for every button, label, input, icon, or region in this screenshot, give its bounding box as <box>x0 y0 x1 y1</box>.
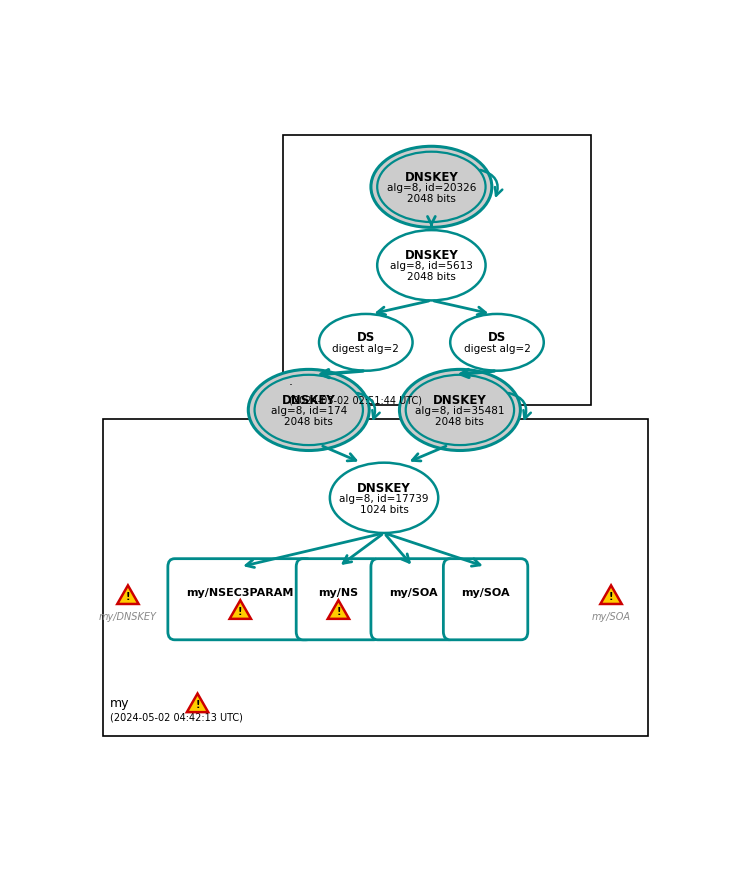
Text: !: ! <box>336 606 341 616</box>
Text: 2048 bits: 2048 bits <box>407 194 456 203</box>
Text: 2048 bits: 2048 bits <box>284 417 333 426</box>
Text: my/NS: my/NS <box>319 588 358 597</box>
Text: my/NSEC3PARAM: my/NSEC3PARAM <box>187 588 294 597</box>
Polygon shape <box>187 694 208 712</box>
Ellipse shape <box>371 147 492 228</box>
Ellipse shape <box>330 463 438 533</box>
Polygon shape <box>601 586 622 604</box>
Text: my/DNSKEY: my/DNSKEY <box>99 611 157 622</box>
Ellipse shape <box>248 370 369 451</box>
Text: my/SOA: my/SOA <box>461 588 510 597</box>
Text: alg=8, id=17739: alg=8, id=17739 <box>339 493 429 503</box>
Ellipse shape <box>255 375 363 446</box>
FancyBboxPatch shape <box>168 559 313 640</box>
Ellipse shape <box>450 315 544 371</box>
Polygon shape <box>328 601 349 619</box>
Text: alg=8, id=5613: alg=8, id=5613 <box>390 261 473 271</box>
Ellipse shape <box>406 375 514 446</box>
Text: .: . <box>289 374 293 388</box>
FancyBboxPatch shape <box>296 559 381 640</box>
Text: !: ! <box>195 699 199 709</box>
Polygon shape <box>117 586 138 604</box>
Text: digest alg=2: digest alg=2 <box>464 344 531 353</box>
Ellipse shape <box>377 231 486 301</box>
Text: DNSKEY: DNSKEY <box>433 393 486 406</box>
Text: alg=8, id=174: alg=8, id=174 <box>271 405 347 416</box>
Text: DNSKEY: DNSKEY <box>405 249 459 261</box>
FancyArrowPatch shape <box>480 171 502 196</box>
Text: my/SOA: my/SOA <box>592 611 631 622</box>
Text: 2048 bits: 2048 bits <box>407 272 456 282</box>
Text: DNSKEY: DNSKEY <box>282 393 336 406</box>
FancyBboxPatch shape <box>103 419 648 737</box>
Text: 1024 bits: 1024 bits <box>360 504 408 514</box>
Ellipse shape <box>319 315 413 371</box>
Text: (2024-05-02 04:42:13 UTC): (2024-05-02 04:42:13 UTC) <box>110 711 243 722</box>
FancyBboxPatch shape <box>443 559 528 640</box>
Text: alg=8, id=20326: alg=8, id=20326 <box>386 182 476 193</box>
Text: my/SOA: my/SOA <box>389 588 437 597</box>
Text: my: my <box>110 696 130 709</box>
FancyBboxPatch shape <box>371 559 456 640</box>
Text: digest alg=2: digest alg=2 <box>333 344 399 353</box>
Text: !: ! <box>238 606 243 616</box>
Text: DNSKEY: DNSKEY <box>357 481 411 494</box>
Text: DS: DS <box>488 331 506 344</box>
Text: DS: DS <box>357 331 375 344</box>
Polygon shape <box>230 601 251 619</box>
FancyArrowPatch shape <box>358 394 380 419</box>
Text: alg=8, id=35481: alg=8, id=35481 <box>415 405 505 416</box>
FancyBboxPatch shape <box>283 136 591 406</box>
Ellipse shape <box>400 370 520 451</box>
Text: !: ! <box>126 591 130 601</box>
Text: 2048 bits: 2048 bits <box>436 417 484 426</box>
Text: (2024-05-02 02:51:44 UTC): (2024-05-02 02:51:44 UTC) <box>289 395 422 405</box>
FancyArrowPatch shape <box>509 394 531 419</box>
Text: !: ! <box>609 591 613 601</box>
Text: DNSKEY: DNSKEY <box>405 170 459 183</box>
Ellipse shape <box>377 153 486 223</box>
